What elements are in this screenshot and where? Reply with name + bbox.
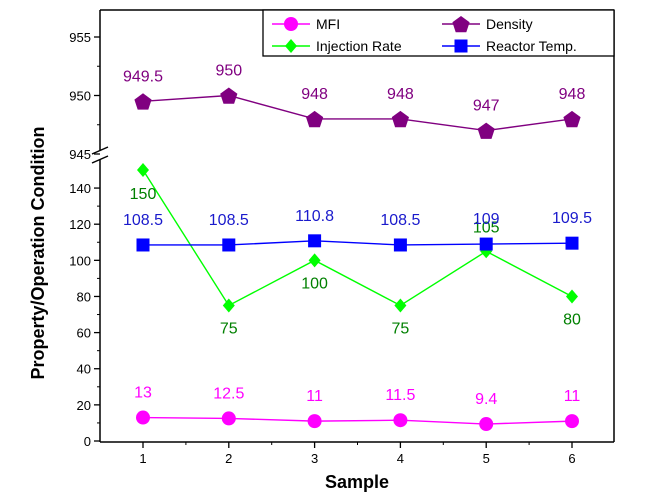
injection-rate-data-label: 75 xyxy=(392,321,410,338)
injection-rate-point xyxy=(566,289,578,304)
y-tick-label: 20 xyxy=(77,398,91,413)
reactor-temp-point xyxy=(308,234,322,248)
x-tick-label: 2 xyxy=(225,451,232,466)
mfi-legend-label: MFI xyxy=(316,16,340,32)
x-tick-label: 5 xyxy=(483,451,490,466)
y-tick-label: 955 xyxy=(69,30,91,45)
mfi-point xyxy=(136,410,150,425)
legend-box xyxy=(262,9,615,57)
injection-rate-point xyxy=(222,298,235,313)
x-axis-title: Sample xyxy=(325,472,389,492)
density-point xyxy=(134,93,152,110)
mfi-data-label: 12.5 xyxy=(213,385,244,402)
reactor-temp-point xyxy=(479,237,493,251)
density-data-label: 948 xyxy=(559,86,586,103)
density-point xyxy=(391,110,409,128)
mfi-point xyxy=(393,413,408,428)
x-tick-label: 1 xyxy=(139,451,146,466)
density-point xyxy=(220,87,238,104)
legend: MFI Density Injection Rate Reactor Temp. xyxy=(262,9,615,57)
density-point xyxy=(306,110,324,128)
axes-layer: 945 950 955 0 20 40 60 80 100 120 140 1 2 3 4 5 6 xyxy=(69,9,615,466)
reactor-temp-point xyxy=(393,238,407,252)
y-tick-label: 0 xyxy=(84,434,91,449)
injection-rate-data-label: 150 xyxy=(130,186,157,203)
y-tick-label: 40 xyxy=(77,362,91,377)
reactor-temp-data-label: 108.5 xyxy=(123,212,163,229)
density-point xyxy=(563,110,581,128)
reactor-temp-data-label: 108.5 xyxy=(380,212,420,229)
density-legend-label: Density xyxy=(486,16,533,32)
x-tick-label: 4 xyxy=(397,451,404,466)
mfi-point xyxy=(221,411,236,426)
reactor-temp-series-line xyxy=(143,240,573,246)
reactor-temp-data-label: 108.5 xyxy=(209,212,249,229)
mfi-data-label: 11 xyxy=(564,388,581,405)
y-tick-label: 945 xyxy=(69,147,91,162)
injection-rate-data-label: 80 xyxy=(563,311,581,328)
y-tick-label: 60 xyxy=(77,326,91,341)
density-legend-marker xyxy=(452,16,470,33)
injection-rate-point xyxy=(137,163,149,177)
density-point xyxy=(477,122,495,139)
mfi-point xyxy=(479,417,494,432)
injection-rate-data-label: 105 xyxy=(473,219,500,236)
reactor-temp-data-label: 110.8 xyxy=(295,208,334,225)
reactor-temp-point xyxy=(136,238,150,252)
reactor-temp-data-label: 109 xyxy=(473,211,500,228)
injection-rate-legend-marker xyxy=(285,39,297,53)
injection-rate-series-line xyxy=(142,169,573,307)
y-tick-label: 80 xyxy=(77,289,91,304)
mfi-point xyxy=(565,414,579,429)
injection-rate-legend-label: Injection Rate xyxy=(316,38,402,54)
y-tick-label: 100 xyxy=(69,253,91,268)
density-series-line xyxy=(142,94,573,132)
mfi-data-label: 13 xyxy=(134,385,152,402)
injection-rate-data-label: 100 xyxy=(301,275,328,292)
mfi-legend-marker xyxy=(284,17,298,31)
mfi-data-label: 11 xyxy=(306,388,323,405)
injection-rate-point xyxy=(394,298,407,313)
axis-break-mark xyxy=(91,155,109,164)
mfi-data-label: 9.4 xyxy=(475,391,497,408)
density-data-label: 948 xyxy=(387,86,414,103)
reactor-temp-data-label: 109.5 xyxy=(552,210,592,227)
mfi-data-label: 11.5 xyxy=(385,387,415,404)
axis-break-mark xyxy=(91,146,109,155)
injection-rate-data-label: 75 xyxy=(220,321,238,338)
reactor-temp-legend-label: Reactor Temp. xyxy=(486,38,577,54)
injection-rate-point xyxy=(308,253,321,268)
density-data-label: 947 xyxy=(473,98,500,115)
series-layer xyxy=(134,87,581,432)
mfi-series-line xyxy=(142,416,573,425)
density-data-label: 950 xyxy=(215,63,242,80)
density-data-label: 948 xyxy=(301,86,328,103)
mfi-point xyxy=(307,414,322,429)
x-tick-label: 3 xyxy=(311,451,318,466)
reactor-temp-point xyxy=(565,236,579,250)
y-axis-title: Property/Operation Condition xyxy=(28,126,48,379)
reactor-temp-point xyxy=(222,238,236,252)
y-tick-label: 140 xyxy=(69,181,91,196)
density-data-label: 949.5 xyxy=(123,68,163,85)
reactor-temp-legend-marker xyxy=(454,39,468,53)
x-tick-label: 6 xyxy=(568,451,575,466)
data-label-layer: 13 12.5 11 11.5 9.4 11 949.5 950 948 948 947 948 150… xyxy=(123,63,592,409)
y-tick-label: 950 xyxy=(69,89,91,104)
y-tick-label: 120 xyxy=(69,217,91,232)
